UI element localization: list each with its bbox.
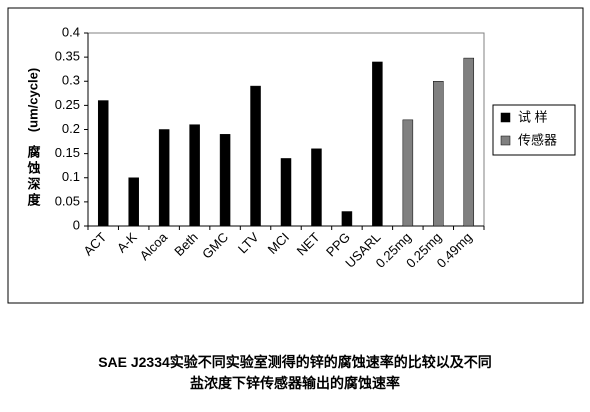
- legend-label: 传感器: [518, 132, 557, 147]
- bar: [341, 211, 353, 227]
- bar: [402, 119, 414, 227]
- bar: [128, 177, 139, 227]
- legend-swatch: [500, 135, 511, 146]
- bar: [463, 57, 475, 227]
- bar: [158, 129, 170, 227]
- y-tick-label: 0.05: [55, 193, 80, 208]
- y-tick-label: 0.25: [55, 97, 80, 112]
- x-tick-label: GMC: [199, 230, 231, 262]
- y-tick-label: 0.4: [62, 24, 80, 39]
- legend-swatch: [500, 112, 511, 123]
- bar: [311, 148, 322, 227]
- legend-label: 试 样: [518, 109, 548, 124]
- y-tick-label: 0.35: [55, 49, 80, 64]
- x-tick-label: Beth: [171, 230, 201, 260]
- y-tick-label: 0.1: [62, 169, 80, 184]
- bar: [97, 100, 109, 227]
- bar: [250, 85, 261, 227]
- bar: [189, 124, 200, 227]
- x-tick-label: ACT: [80, 229, 109, 258]
- y-tick-label: 0: [73, 217, 80, 232]
- x-tick-label: LTV: [235, 229, 262, 256]
- caption: 盐浓度下锌传感器输出的腐蚀速率: [190, 375, 400, 391]
- bar: [280, 158, 292, 227]
- y-axis-label: (um/cycle): [25, 68, 40, 132]
- x-tick-label: Alcoa: [137, 229, 171, 263]
- x-tick-label: MCI: [265, 230, 292, 257]
- chart-frame: [7, 7, 584, 304]
- bar: [219, 134, 231, 227]
- x-tick-label: A-K: [114, 229, 140, 255]
- caption: SAE J2334实验不同实验室测得的锌的腐蚀速率的比较以及不同: [98, 354, 492, 370]
- bar: [372, 61, 383, 227]
- y-tick-label: 0.15: [55, 145, 80, 160]
- bar: [433, 81, 444, 227]
- x-tick-label: NET: [294, 229, 323, 258]
- y-tick-label: 0.2: [62, 121, 80, 136]
- y-tick-label: 0.3: [62, 73, 80, 88]
- y-axis-label-cn: 腐蚀深度: [26, 144, 42, 209]
